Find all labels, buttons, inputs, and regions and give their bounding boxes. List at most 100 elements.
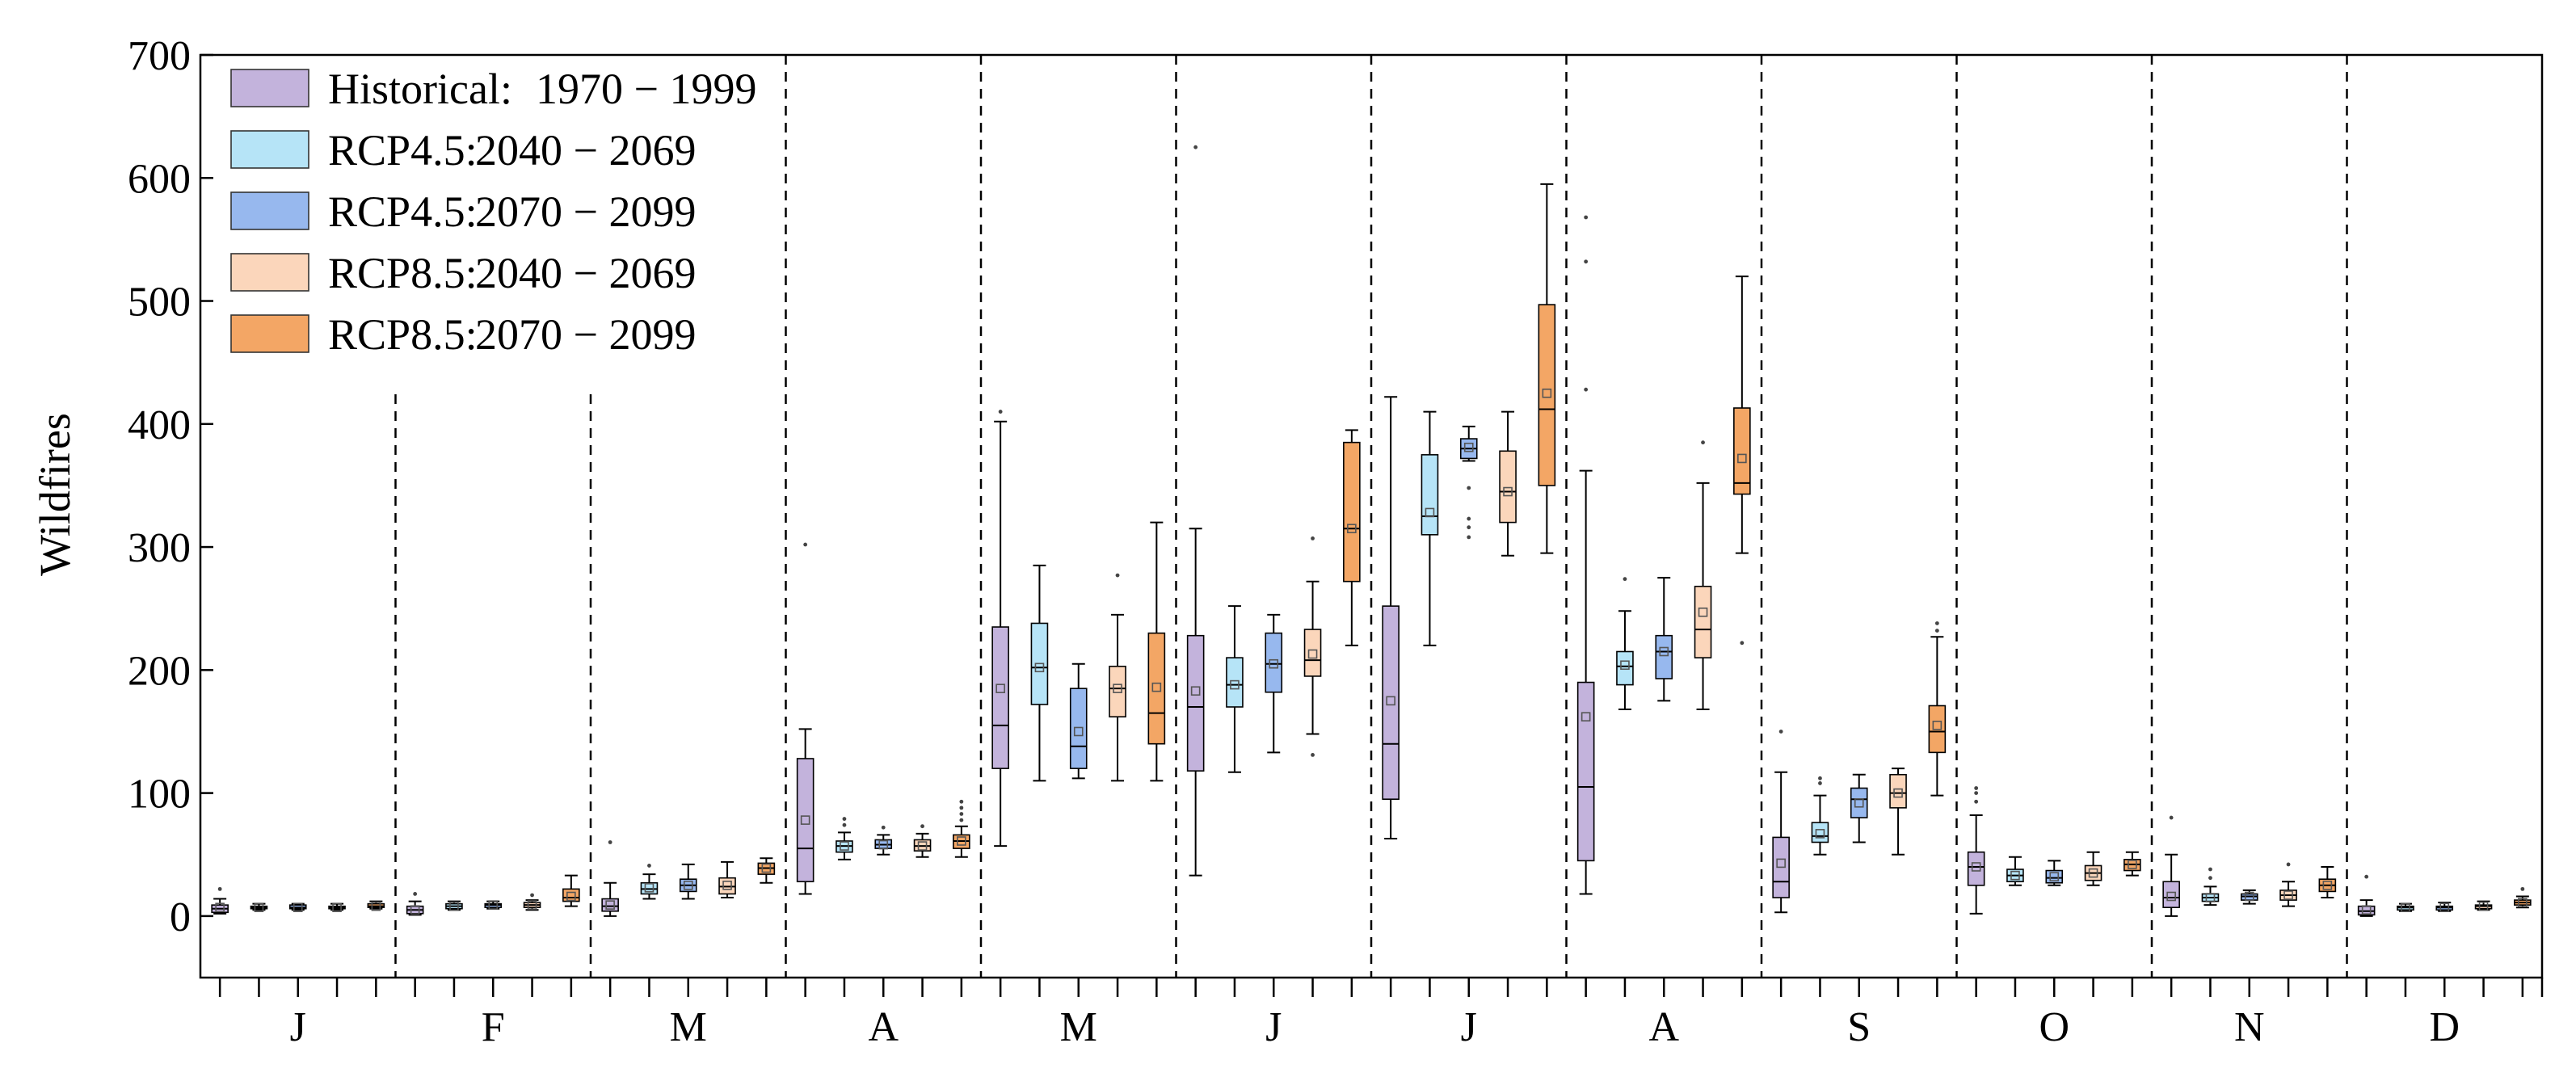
- y-tick-label: 0: [170, 894, 191, 940]
- box-iqr: [991, 626, 1009, 769]
- box-mean-marker: [293, 902, 303, 913]
- box-mean-marker: [2322, 881, 2333, 890]
- outlier-point: [2520, 886, 2525, 891]
- x-tick-label-J: J: [290, 1004, 306, 1050]
- box-mean-marker: [1620, 660, 1630, 671]
- box-mean-marker: [566, 891, 576, 902]
- box-A-series-2: [1655, 577, 1673, 702]
- outlier-point: [920, 824, 924, 829]
- legend-label: RCP8.5:: [328, 310, 478, 359]
- box-iqr: [1655, 634, 1673, 679]
- legend-swatch: [230, 314, 309, 353]
- outlier-point: [2169, 815, 2174, 820]
- legend-swatch: [230, 130, 309, 169]
- outlier-point: [1584, 259, 1589, 264]
- box-mean-marker: [917, 841, 928, 851]
- outlier-point: [2208, 867, 2212, 872]
- box-mean-marker: [957, 836, 966, 846]
- x-tick-label-J: J: [1461, 1004, 1477, 1050]
- legend-period: 1970 − 1999: [536, 65, 756, 113]
- box-A-series-1: [1616, 577, 1634, 711]
- box-M-series-4: [1147, 521, 1166, 782]
- box-M-series-2: [1069, 662, 1088, 780]
- box-mean-marker: [1581, 712, 1591, 721]
- box-D-series-3: [2474, 900, 2493, 911]
- box-mean-marker: [1932, 721, 1943, 730]
- box-mean-marker: [449, 901, 459, 911]
- outlier-point: [881, 825, 886, 830]
- y-tick-label: 500: [128, 280, 191, 326]
- box-iqr: [2162, 881, 2180, 909]
- box-J-series-2: [288, 902, 307, 913]
- box-mean-marker: [1113, 684, 1122, 693]
- outlier-point: [1623, 577, 1627, 582]
- outlier-point: [1818, 781, 1822, 785]
- outlier-point: [647, 864, 651, 868]
- y-tick-label: 200: [128, 648, 191, 694]
- box-iqr: [1850, 787, 1868, 818]
- y-tick-label: 700: [128, 33, 191, 79]
- box-J-series-4: [1538, 183, 1556, 554]
- box-O-series-1: [2006, 856, 2024, 886]
- box-N-series-0: [2162, 815, 2180, 917]
- box-mean-marker: [1347, 524, 1357, 534]
- box-A-series-3: [913, 824, 932, 858]
- legend: Historical: 1970 − 1999 RCP4.5: 2040 − 2069…: [230, 65, 756, 359]
- plot-area: 0 100 200 300 400 500 600 700 J F M A M J J A S O N D: [128, 33, 2544, 1050]
- outlier-point: [1818, 776, 1822, 780]
- legend-label: RCP4.5:: [328, 126, 478, 175]
- x-tick-label-M: M: [670, 1004, 707, 1050]
- outlier-point: [1740, 641, 1745, 646]
- box-S-series-1: [1811, 776, 1829, 856]
- outlier-point: [217, 886, 222, 891]
- x-tick-label-F: F: [482, 1004, 505, 1050]
- legend-item-3: RCP8.5:2040 − 2069: [230, 249, 696, 297]
- box-iqr: [1733, 407, 1751, 495]
- box-mean-marker: [215, 902, 225, 913]
- box-iqr: [1694, 585, 1712, 658]
- outlier-point: [1934, 629, 1939, 633]
- outlier-point: [1778, 730, 1783, 734]
- box-iqr: [1303, 629, 1322, 677]
- box-mean-marker: [1542, 388, 1552, 398]
- y-tick-label: 100: [128, 772, 191, 818]
- box-mean-marker: [1776, 858, 1786, 869]
- outlier-point: [1467, 535, 1471, 540]
- legend-period: 2070 − 2099: [475, 310, 696, 359]
- box-D-series-2: [2435, 902, 2454, 913]
- outlier-point: [413, 892, 418, 896]
- legend-label: RCP4.5:: [328, 187, 478, 236]
- legend-period: 2040 − 2069: [475, 249, 696, 297]
- box-F-series-0: [406, 892, 424, 916]
- legend-item-2: RCP4.5:2070 − 2099: [230, 187, 696, 236]
- outlier-point: [959, 812, 964, 816]
- legend-item-0: Historical: 1970 − 1999: [230, 65, 756, 113]
- outlier-point: [1467, 525, 1471, 530]
- box-mean-marker: [1230, 679, 1240, 690]
- box-J-series-4: [1343, 429, 1361, 646]
- x-tick-label-N: N: [2234, 1004, 2265, 1050]
- box-N-series-2: [2240, 889, 2258, 905]
- legend-swatch: [230, 253, 309, 292]
- x-tick-label-A: A: [1648, 1004, 1679, 1050]
- box-M-series-0: [991, 410, 1009, 848]
- box-mean-marker: [1659, 646, 1669, 657]
- outlier-point: [1974, 791, 1979, 795]
- box-mean-marker: [2049, 872, 2060, 881]
- legend-label: Historical:: [328, 65, 512, 113]
- box-M-series-4: [757, 857, 776, 884]
- box-iqr: [1576, 681, 1595, 862]
- box-mean-marker: [527, 900, 537, 910]
- outlier-point: [842, 817, 847, 821]
- outlier-point: [1311, 536, 1315, 540]
- box-mean-marker: [1307, 649, 1318, 659]
- box-mean-marker: [722, 881, 732, 890]
- outlier-point: [2286, 862, 2291, 867]
- box-O-series-4: [2124, 851, 2141, 877]
- box-O-series-0: [1967, 786, 1985, 915]
- y-tick-label: 400: [128, 402, 191, 448]
- box-iqr: [562, 888, 580, 902]
- box-mean-marker: [2283, 890, 2293, 900]
- box-mean-marker: [371, 901, 381, 911]
- box-F-series-4: [562, 874, 580, 907]
